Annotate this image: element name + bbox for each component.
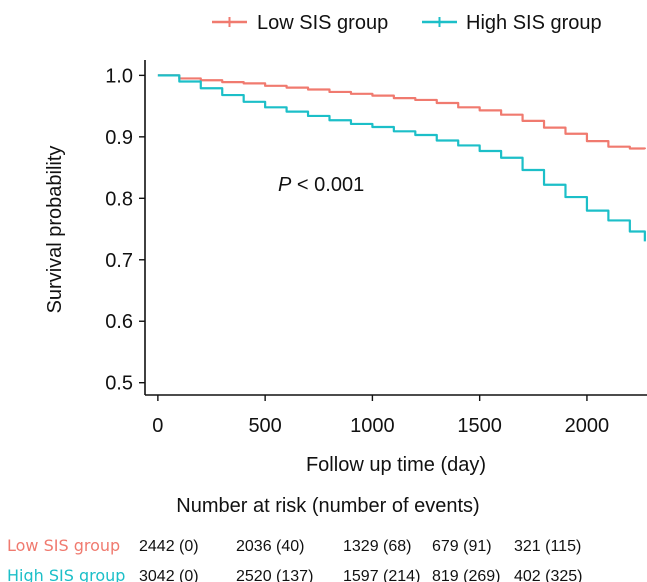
risk-cell: 2442 (0) bbox=[139, 538, 199, 555]
x-axis-label: Follow up time (day) bbox=[306, 454, 486, 476]
risk-cell: 3042 (0) bbox=[139, 568, 199, 582]
x-tick-label: 2000 bbox=[565, 415, 610, 437]
risk-cell: 2036 (40) bbox=[236, 538, 305, 555]
high-sis-survival-curve bbox=[157, 74, 646, 242]
y-axis-label: Survival probability bbox=[44, 146, 66, 314]
risk-cell: 2520 (137) bbox=[236, 568, 313, 582]
risk-cell: 819 (269) bbox=[432, 568, 501, 582]
y-tick-label: 0.9 bbox=[105, 127, 133, 149]
risk-table-title: Number at risk (number of events) bbox=[176, 495, 479, 517]
risk-cell: 321 (115) bbox=[514, 538, 581, 555]
y-tick-label: 0.8 bbox=[105, 188, 133, 210]
y-tick-label: 0.7 bbox=[105, 250, 133, 272]
legend-item-high-sis: High SIS group bbox=[422, 12, 602, 34]
x-tick-label: 1500 bbox=[457, 415, 502, 437]
p-value-text: < 0.001 bbox=[291, 174, 364, 196]
risk-cell: 1329 (68) bbox=[343, 538, 412, 555]
risk-cell: 402 (325) bbox=[514, 568, 583, 582]
plot-axes: 0 500 1000 1500 2000 0.5 0.6 0.7 0.8 0.9 1.0 bbox=[105, 60, 647, 437]
risk-cell: 1597 (214) bbox=[343, 568, 420, 582]
survival-curves bbox=[157, 74, 646, 242]
legend: Low SIS group High SIS group bbox=[212, 12, 602, 34]
low-sis-survival-curve bbox=[157, 74, 646, 150]
p-value-symbol: P bbox=[278, 174, 292, 196]
x-tick-label: 500 bbox=[248, 415, 281, 437]
y-tick-label: 0.6 bbox=[105, 311, 133, 333]
risk-row-high-label: High SIS group bbox=[7, 566, 125, 582]
legend-label-low: Low SIS group bbox=[257, 12, 388, 34]
x-tick-label: 1000 bbox=[350, 415, 395, 437]
risk-cell: 679 (91) bbox=[432, 538, 492, 555]
risk-row-low-label: Low SIS group bbox=[7, 536, 120, 555]
legend-item-low-sis: Low SIS group bbox=[212, 12, 388, 34]
x-tick-label: 0 bbox=[152, 415, 163, 437]
p-value-annotation: P < 0.001 bbox=[278, 174, 364, 196]
y-tick-label: 1.0 bbox=[105, 65, 133, 87]
number-at-risk-table: Low SIS group High SIS group 2442 (0) 20… bbox=[7, 536, 583, 582]
legend-label-high: High SIS group bbox=[466, 12, 602, 34]
y-tick-label: 0.5 bbox=[105, 373, 133, 395]
